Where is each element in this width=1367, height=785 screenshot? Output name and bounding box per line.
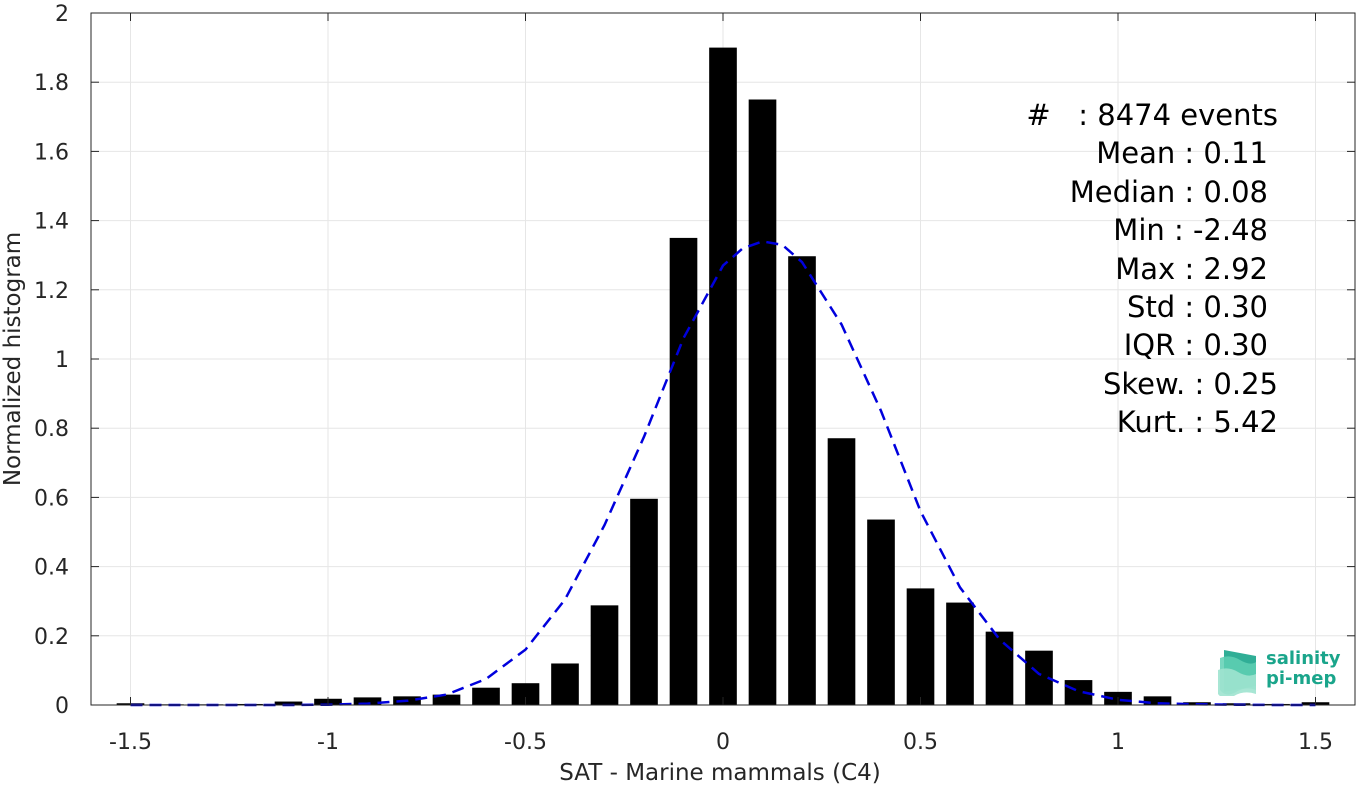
y-tick-label: 0.2 — [34, 625, 69, 650]
y-tick-label: 0.4 — [34, 556, 69, 581]
histogram-bar — [748, 99, 777, 705]
histogram-bar — [511, 683, 540, 705]
histogram-bar — [630, 498, 658, 705]
stat-line: # : 8474 events — [1026, 98, 1278, 132]
histogram-bar — [669, 237, 698, 705]
histogram-bars — [116, 47, 1330, 706]
logo-line1: salinity — [1266, 648, 1341, 669]
y-tick-label: 0.6 — [34, 486, 69, 511]
x-axis-title: SAT - Marine mammals (C4) — [559, 760, 881, 785]
stat-line: Mean : 0.11 — [1096, 136, 1268, 171]
stat-line: Kurt. : 5.42 — [1116, 405, 1278, 440]
histogram-bar — [985, 631, 1014, 705]
stat-line: Max : 2.92 — [1115, 251, 1268, 286]
y-tick-label: 0.8 — [34, 417, 69, 442]
x-tick-label: 0.5 — [903, 730, 938, 755]
x-tick-label: 1.5 — [1298, 730, 1333, 755]
histogram-bar — [472, 687, 500, 705]
y-tick-label: 0 — [55, 694, 69, 719]
y-tick-label: 1 — [55, 348, 69, 373]
y-tick-label: 1.4 — [34, 210, 69, 235]
histogram-bar — [432, 694, 461, 705]
logo-line2: pi-mep — [1266, 668, 1337, 689]
x-tick-label: -0.5 — [504, 730, 547, 755]
histogram-bar — [946, 602, 974, 705]
x-tick-label: 0 — [716, 730, 730, 755]
salinity-pimep-logo: salinity pi-mep — [1216, 646, 1356, 696]
stat-line: Skew. : 0.25 — [1102, 366, 1278, 401]
histogram-bar — [551, 663, 579, 705]
x-tick-label: -1.5 — [109, 730, 152, 755]
x-tick-label: 1 — [1111, 730, 1125, 755]
x-axis-ticks: -1.5 -1 -0.5 0 0.5 1 1.5 — [109, 13, 1333, 755]
stat-line: Min : -2.48 — [1113, 213, 1268, 248]
stat-line: Std : 0.30 — [1127, 290, 1268, 324]
histogram-bar — [867, 519, 895, 705]
histogram-bar — [827, 438, 856, 705]
y-tick-label: 1.2 — [34, 279, 69, 304]
logo-waves-icon — [1218, 650, 1256, 696]
normal-fit-curve — [130, 240, 1316, 707]
y-axis-ticks: 0 0.2 0.4 0.6 0.8 1 1.2 1.4 1.6 1.8 2 — [34, 2, 1355, 719]
histogram-bar — [353, 697, 382, 705]
y-tick-label: 2 — [55, 2, 69, 27]
histogram-bar — [274, 701, 303, 705]
histogram-bar — [906, 588, 935, 705]
x-tick-label: -1 — [317, 730, 339, 755]
y-tick-label: 1.6 — [34, 140, 69, 165]
histogram-bar — [709, 47, 737, 706]
stat-line: Median : 0.08 — [1069, 174, 1268, 209]
stat-line: IQR : 0.30 — [1123, 328, 1268, 363]
histogram-bar — [788, 256, 816, 705]
histogram-bar — [590, 605, 619, 705]
y-tick-label: 1.8 — [34, 71, 69, 96]
y-axis-title: Normalized histogram — [0, 232, 26, 486]
histogram-bar — [1143, 696, 1172, 705]
